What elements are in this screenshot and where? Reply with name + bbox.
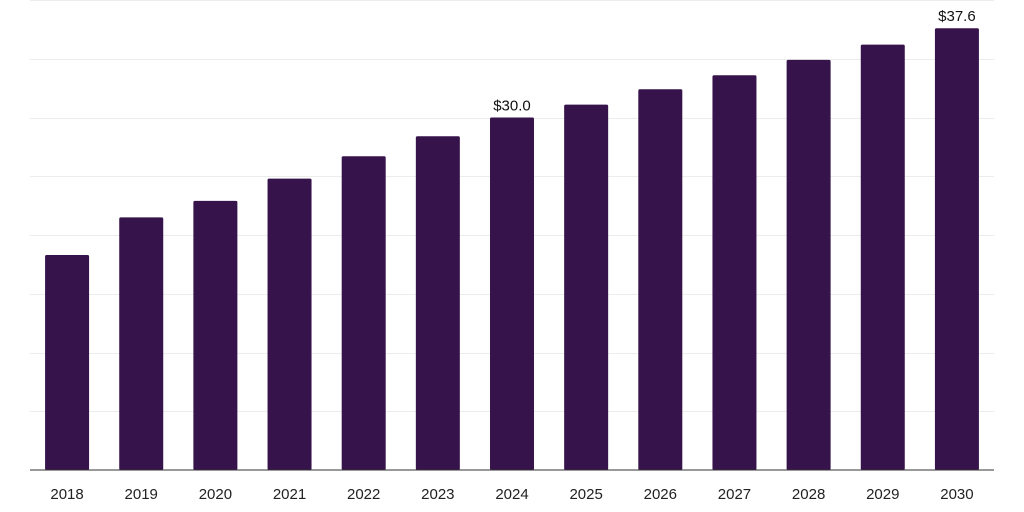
x-tick-label-2021: 2021 [273, 486, 306, 503]
x-tick-label-2019: 2019 [125, 486, 158, 503]
x-tick-label-2028: 2028 [792, 486, 825, 503]
bar-2027[interactable] [712, 75, 757, 470]
x-tick-label-2020: 2020 [199, 486, 232, 503]
bar-2028[interactable] [786, 59, 831, 471]
bar-2030[interactable] [934, 28, 979, 470]
bar-2026[interactable] [638, 89, 683, 471]
x-tick-label-2024: 2024 [495, 486, 528, 503]
bar-2020[interactable] [193, 200, 238, 471]
x-tick-label-2030: 2030 [940, 486, 973, 503]
bar-2021[interactable] [267, 178, 312, 470]
data-label-2024: $30.0 [493, 98, 531, 115]
bar-2025[interactable] [564, 104, 609, 470]
x-tick-label-2022: 2022 [347, 486, 380, 503]
bar-2023[interactable] [415, 136, 460, 471]
bars [45, 28, 979, 471]
bar-2019[interactable] [119, 217, 164, 470]
x-tick-label-2027: 2027 [718, 486, 751, 503]
bar-2024[interactable] [490, 117, 534, 471]
x-tick-label-2029: 2029 [866, 486, 899, 503]
x-tick-labels: 2018 2019 2020 2021 2022 2023 2024 2025 2026 2027… [50, 486, 973, 503]
x-tick-label-2018: 2018 [50, 486, 83, 503]
x-tick-label-2025: 2025 [569, 486, 602, 503]
bar-2018[interactable] [45, 254, 90, 470]
data-labels: $30.0 $37.6 [493, 8, 975, 114]
x-tick-label-2023: 2023 [421, 486, 454, 503]
x-tick-label-2026: 2026 [644, 486, 677, 503]
data-label-2030: $37.6 [938, 8, 976, 25]
bar-2029[interactable] [860, 44, 905, 471]
bar-2022[interactable] [341, 156, 386, 470]
